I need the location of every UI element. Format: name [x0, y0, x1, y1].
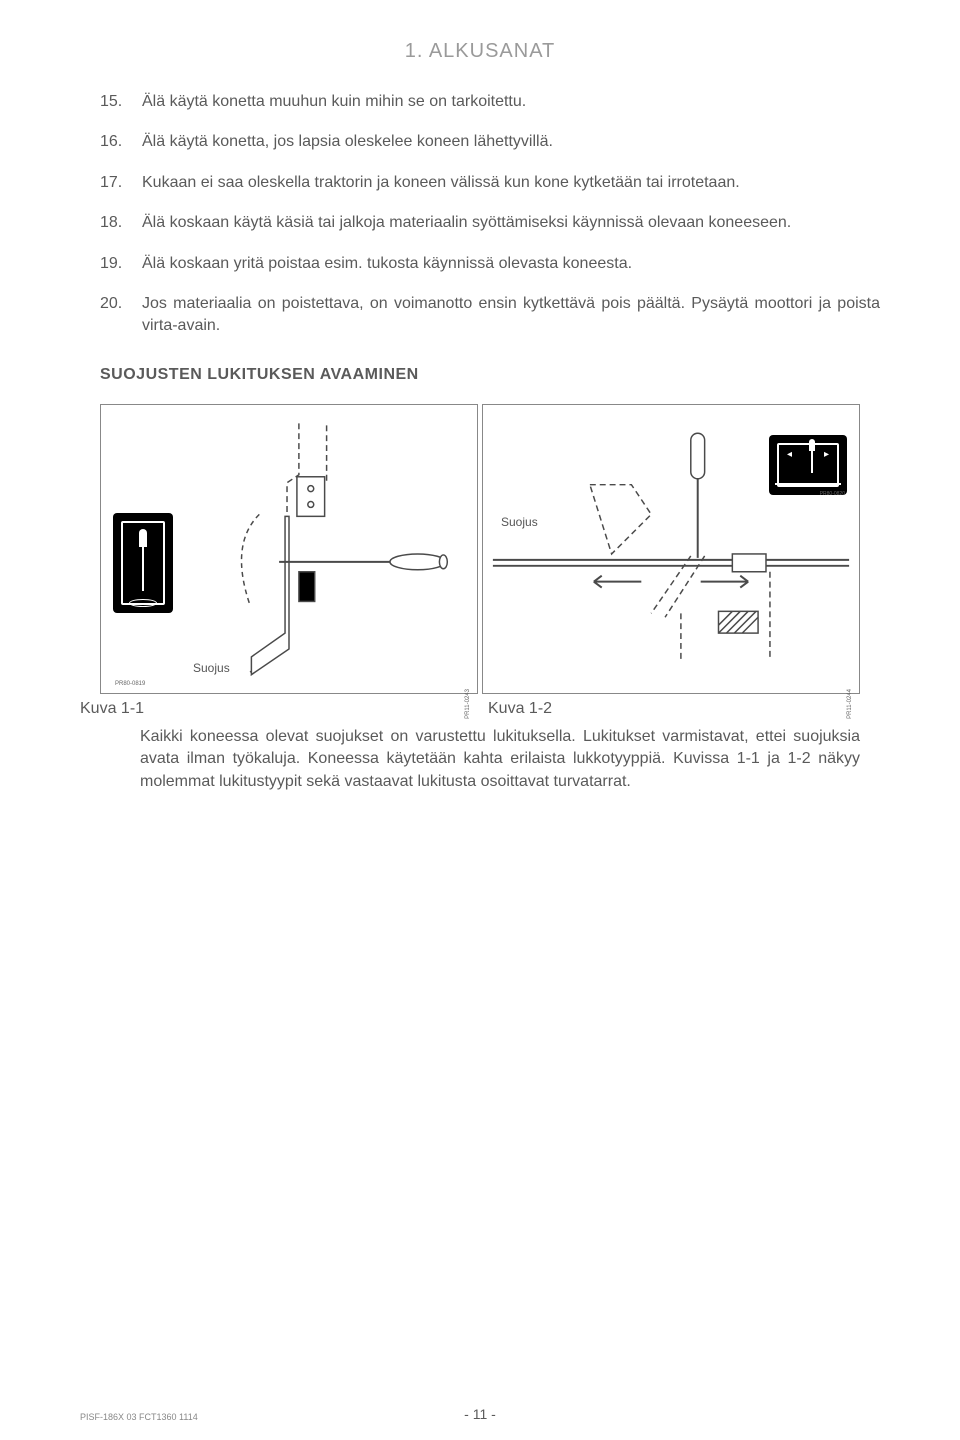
page-number: - 11 - — [0, 1406, 960, 1422]
list-item: 15. Älä käytä konetta muuhun kuin mihin … — [100, 91, 880, 113]
figure-code-side: PR11-0243 — [465, 689, 471, 719]
list-text: Älä koskaan yritä poistaa esim. tukosta … — [142, 253, 880, 275]
figures-row: Suojus PR80-0819 PR11-0243 — [100, 404, 860, 694]
figure-code: PR80-0820 — [820, 491, 845, 497]
list-number: 16. — [100, 131, 142, 153]
figure-2: ◂ ▸ Suojus PR80-0820 PR11-0244 — [482, 404, 860, 694]
list-number: 15. — [100, 91, 142, 113]
figure-code-side: PR11-0244 — [847, 689, 853, 719]
figure-label-suojus: Suojus — [501, 515, 538, 529]
list-text: Älä käytä konetta muuhun kuin mihin se o… — [142, 91, 880, 113]
list-number: 18. — [100, 212, 142, 234]
section-subtitle: SUOJUSTEN LUKITUKSEN AVAAMINEN — [100, 366, 880, 384]
list-item: 19. Älä koskaan yritä poistaa esim. tuko… — [100, 253, 880, 275]
figure-code: PR80-0819 — [115, 681, 145, 687]
list-text: Kukaan ei saa oleskella traktorin ja kon… — [142, 172, 880, 194]
safety-badge-icon: ◂ ▸ — [769, 435, 847, 495]
numbered-list: 15. Älä käytä konetta muuhun kuin mihin … — [100, 91, 880, 338]
figure-2-caption: Kuva 1-2 — [480, 700, 880, 718]
list-item: 17. Kukaan ei saa oleskella traktorin ja… — [100, 172, 880, 194]
page-title: 1. ALKUSANAT — [80, 40, 880, 63]
figure-1: Suojus PR80-0819 PR11-0243 — [100, 404, 478, 694]
list-number: 17. — [100, 172, 142, 194]
list-text: Älä koskaan käytä käsiä tai jalkoja mate… — [142, 212, 880, 234]
list-number: 19. — [100, 253, 142, 275]
body-paragraph: Kaikki koneessa olevat suojukset on varu… — [140, 726, 860, 793]
list-item: 16. Älä käytä konetta, jos lapsia oleske… — [100, 131, 880, 153]
list-item: 20. Jos materiaalia on poistettava, on v… — [100, 293, 880, 338]
list-text: Älä käytä konetta, jos lapsia oleskelee … — [142, 131, 880, 153]
figure-captions: Kuva 1-1 Kuva 1-2 — [80, 700, 880, 718]
list-text: Jos materiaalia on poistettava, on voima… — [142, 293, 880, 338]
figure-label-suojus: Suojus — [193, 661, 230, 675]
safety-badge-icon — [113, 513, 173, 613]
figure-1-caption: Kuva 1-1 — [80, 700, 480, 718]
list-item: 18. Älä koskaan käytä käsiä tai jalkoja … — [100, 212, 880, 234]
list-number: 20. — [100, 293, 142, 338]
